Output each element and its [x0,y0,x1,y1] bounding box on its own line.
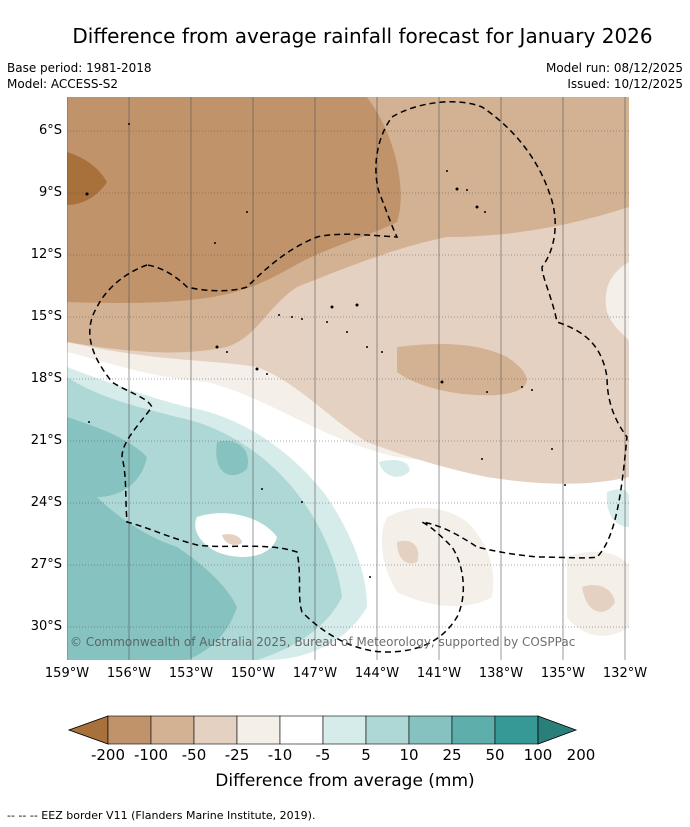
anomaly-tan-patch [397,344,527,396]
lat-label-30s: 30°S [30,619,62,634]
colorbar-tick-label: 25 [442,746,462,764]
colorbar-segment [408,715,453,745]
meta-right: Model run: 08/12/2025 Issued: 10/12/2025 [546,60,683,92]
base-period: Base period: 1981-2018 [7,61,152,75]
lat-label-9s: 9°S [38,185,62,200]
colorbar-segment [365,715,410,745]
lat-label-27s: 27°S [30,557,62,572]
lat-label-12s: 12°S [30,247,62,262]
copyright-notice: © Commonwealth of Australia 2025, Bureau… [70,635,575,649]
colorbar-segment [322,715,367,745]
anomaly-teal-spot [216,440,248,476]
colorbar-segment [236,715,281,745]
lat-label-18s: 18°S [30,371,62,386]
lat-label-24s: 24°S [30,495,62,510]
colorbar-tick-label: -25 [224,746,250,764]
lat-label-15s: 15°S [30,309,62,324]
colorbar-segment [279,715,324,745]
colorbar-segment [107,715,152,745]
lon-label-150w: 150°W [230,666,276,681]
colorbar-segment [193,715,238,745]
meta-left: Base period: 1981-2018 Model: ACCESS-S2 [7,60,152,92]
anomaly-brown [67,97,401,303]
colorbar-tick-label: -100 [133,746,169,764]
lon-label-153w: 153°W [168,666,214,681]
anomaly-tan-spot-se [397,540,419,564]
model-run: Model run: 08/12/2025 [545,61,683,75]
eez-footnote: -- -- -- EEZ border V11 (Flanders Marine… [7,809,316,822]
colorbar-tick-label: -200 [90,746,126,764]
colorbar-tick-label: 10 [399,746,419,764]
colorbar-tick-label: 50 [485,746,505,764]
rainfall-anomaly-map: © Commonwealth of Australia 2025, Bureau… [67,97,629,660]
lon-label-144w: 144°W [354,666,400,681]
colorbar-segment [451,715,496,745]
anomaly-dry-spot [222,534,242,545]
colorbar-segment [494,715,539,745]
lat-label-21s: 21°S [30,433,62,448]
issued-date: Issued: 10/12/2025 [567,77,683,91]
lon-label-138w: 138°W [478,666,524,681]
lon-label-147w: 147°W [292,666,338,681]
anomaly-teal-spot-small [379,460,410,477]
lon-label-135w: 135°W [540,666,586,681]
islands [85,123,566,578]
colorbar-tick-label: 200 [566,746,596,764]
colorbar-tick-label: -50 [181,746,207,764]
colorbar-tick-label: 100 [523,746,553,764]
map-title: Difference from average rainfall forecas… [72,24,653,48]
colorbar-tick-label: -5 [315,746,331,764]
colorbar [68,715,578,745]
anomaly-shading [67,97,629,660]
colorbar-title: Difference from average (mm) [215,771,475,791]
anomaly-dark-brown [67,152,107,205]
colorbar-arrow-low [68,715,109,745]
lon-label-159w: 159°W [44,666,90,681]
lat-label-6s: 6°S [38,123,62,138]
lon-label-156w: 156°W [106,666,152,681]
anomaly-teal [67,417,237,660]
colorbar-tick-label: -10 [267,746,293,764]
model-name: Model: ACCESS-S2 [7,77,119,91]
colorbar-arrow-high [537,715,578,745]
anomaly-tan-spot-east [582,585,615,612]
colorbar-segments [68,715,578,745]
lon-label-141w: 141°W [416,666,462,681]
colorbar-segment [150,715,195,745]
eez-border [89,101,628,653]
gridlines [67,97,629,660]
anomaly-pale-patch-se [381,507,494,607]
colorbar-tick-label: 5 [361,746,371,764]
lon-label-132w: 132°W [602,666,648,681]
